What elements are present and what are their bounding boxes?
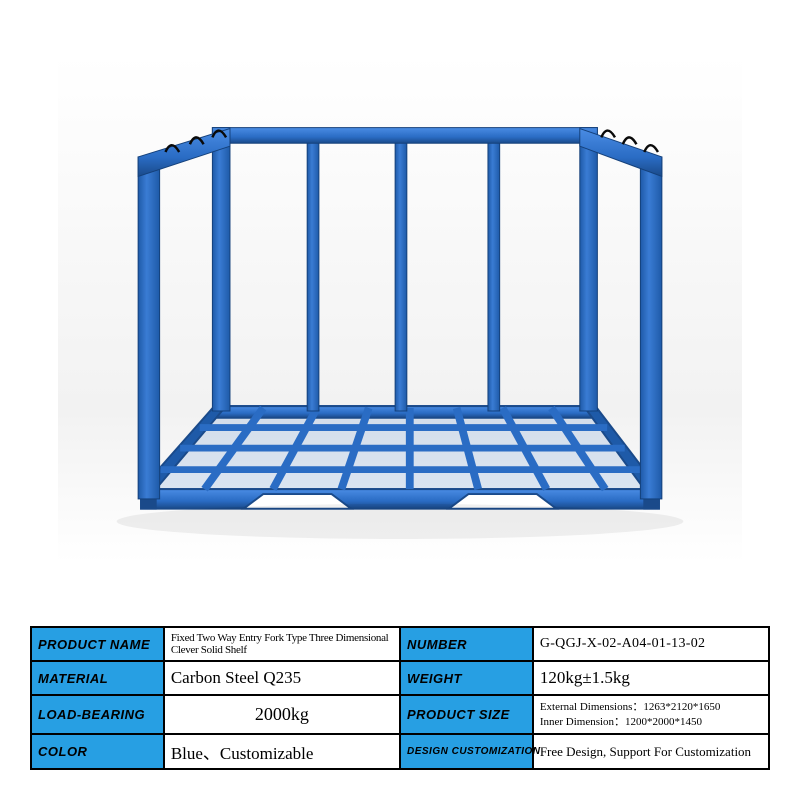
table-row: PRODUCT NAME Fixed Two Way Entry Fork Ty… [31, 627, 769, 661]
value-design-customization: Free Design, Support For Customization [533, 734, 769, 769]
label-material: MATERIAL [31, 661, 164, 695]
value-number: G-QGJ-X-02-A04-01-13-02 [533, 627, 769, 661]
value-material: Carbon Steel Q235 [164, 661, 400, 695]
label-color: COLOR [31, 734, 164, 769]
label-load-bearing: LOAD-BEARING [31, 695, 164, 734]
table-row: MATERIAL Carbon Steel Q235 WEIGHT 120kg±… [31, 661, 769, 695]
label-weight: WEIGHT [400, 661, 533, 695]
product-image-area [0, 0, 800, 616]
value-color: Blue、Customizable [164, 734, 400, 769]
label-design-customization: DESIGN CUSTOMIZATION [400, 734, 533, 769]
size-inner: Inner Dimension：1200*2000*1450 [540, 715, 762, 729]
label-number: NUMBER [400, 627, 533, 661]
label-product-name: PRODUCT NAME [31, 627, 164, 661]
table-row: COLOR Blue、Customizable DESIGN CUSTOMIZA… [31, 734, 769, 769]
value-load-bearing: 2000kg [164, 695, 400, 734]
value-product-size: External Dimensions：1263*2120*1650 Inner… [533, 695, 769, 734]
spec-table: PRODUCT NAME Fixed Two Way Entry Fork Ty… [30, 626, 770, 770]
value-weight: 120kg±1.5kg [533, 661, 769, 695]
product-rack-illustration [58, 49, 742, 568]
label-product-size: PRODUCT SIZE [400, 695, 533, 734]
value-product-name: Fixed Two Way Entry Fork Type Three Dime… [164, 627, 400, 661]
size-external: External Dimensions：1263*2120*1650 [540, 700, 762, 714]
table-row: LOAD-BEARING 2000kg PRODUCT SIZE Externa… [31, 695, 769, 734]
